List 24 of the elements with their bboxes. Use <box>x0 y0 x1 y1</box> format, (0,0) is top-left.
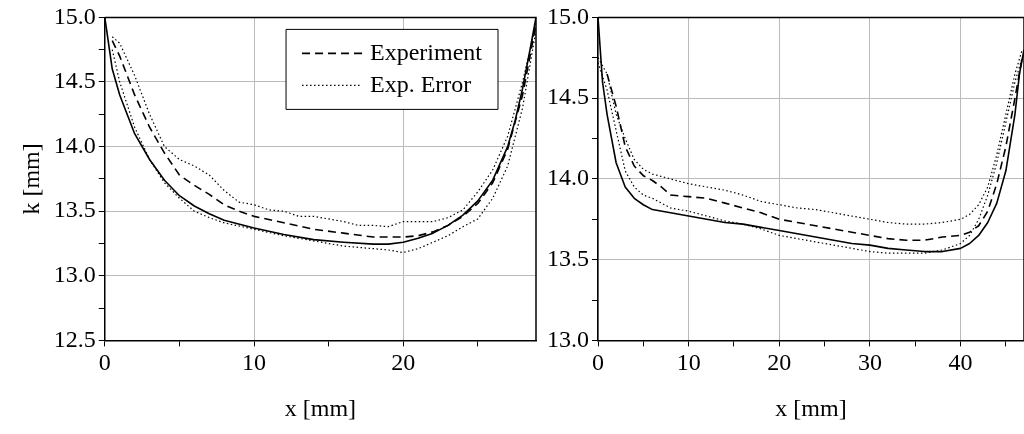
y-axis-title: k [mm] <box>17 143 44 215</box>
y-tick-label: 15.0 <box>547 2 589 29</box>
x-axis-title: x [mm] <box>284 394 357 421</box>
y-tick-label: 13.5 <box>547 244 589 271</box>
y-tick-label: 13.0 <box>547 325 589 352</box>
x-tick-label: 20 <box>391 349 416 376</box>
y-tick-label: 14.0 <box>53 131 96 158</box>
x-tick-label: 0 <box>592 349 604 376</box>
x-tick-label: 30 <box>857 349 882 376</box>
legend-label: Exp. Error <box>370 70 472 97</box>
x-tick-label: 10 <box>242 349 266 376</box>
y-tick-label: 15.0 <box>53 2 96 29</box>
legend-label: Experiment <box>370 38 483 65</box>
y-tick-label: 14.5 <box>547 83 589 110</box>
x-tick-label: 40 <box>948 349 973 376</box>
x-tick-label: 0 <box>98 349 111 376</box>
y-tick-label: 13.0 <box>53 261 96 288</box>
x-tick-label: 20 <box>767 349 792 376</box>
y-tick-label: 14.0 <box>547 164 589 191</box>
y-tick-label: 14.5 <box>53 67 96 94</box>
y-tick-label: 12.5 <box>53 325 96 352</box>
y-tick-label: 13.5 <box>53 196 96 223</box>
x-tick-label: 10 <box>676 349 701 376</box>
x-axis-title: x [mm] <box>775 394 847 421</box>
